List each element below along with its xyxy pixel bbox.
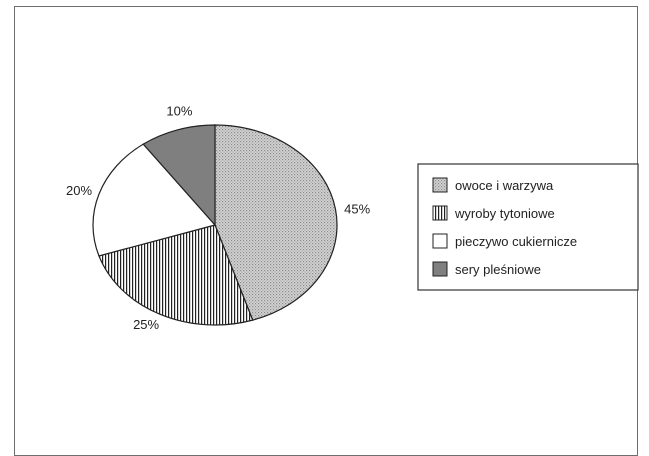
legend-box xyxy=(417,163,639,291)
legend-swatch-4 xyxy=(432,261,448,277)
legend-label-4: sery pleśniowe xyxy=(455,262,541,277)
legend-label-1: owoce i warzywa xyxy=(455,178,554,193)
slice-value-label-3: 20% xyxy=(66,183,92,198)
legend-label-3: pieczywo cukiernicze xyxy=(455,234,577,249)
pie-value-labels: 45% 25% 20% 10% xyxy=(66,104,371,332)
slice-value-label-1: 45% xyxy=(344,201,370,216)
legend: owoce i warzywa wyroby tytoniowe pieczywo … xyxy=(417,163,639,291)
legend-swatch-3 xyxy=(432,233,448,249)
slice-value-label-2: 25% xyxy=(133,317,159,332)
pie-slice-1 xyxy=(214,124,338,321)
legend-label-2: wyroby tytoniowe xyxy=(454,206,555,221)
slice-value-label-4: 10% xyxy=(166,104,192,119)
pie-slice-4 xyxy=(142,124,216,227)
legend-swatch-1 xyxy=(432,177,448,193)
pie-slice-2 xyxy=(98,224,254,326)
pie-slices xyxy=(92,124,338,326)
pie-slice-3 xyxy=(92,143,217,257)
legend-swatch-2 xyxy=(432,205,448,221)
